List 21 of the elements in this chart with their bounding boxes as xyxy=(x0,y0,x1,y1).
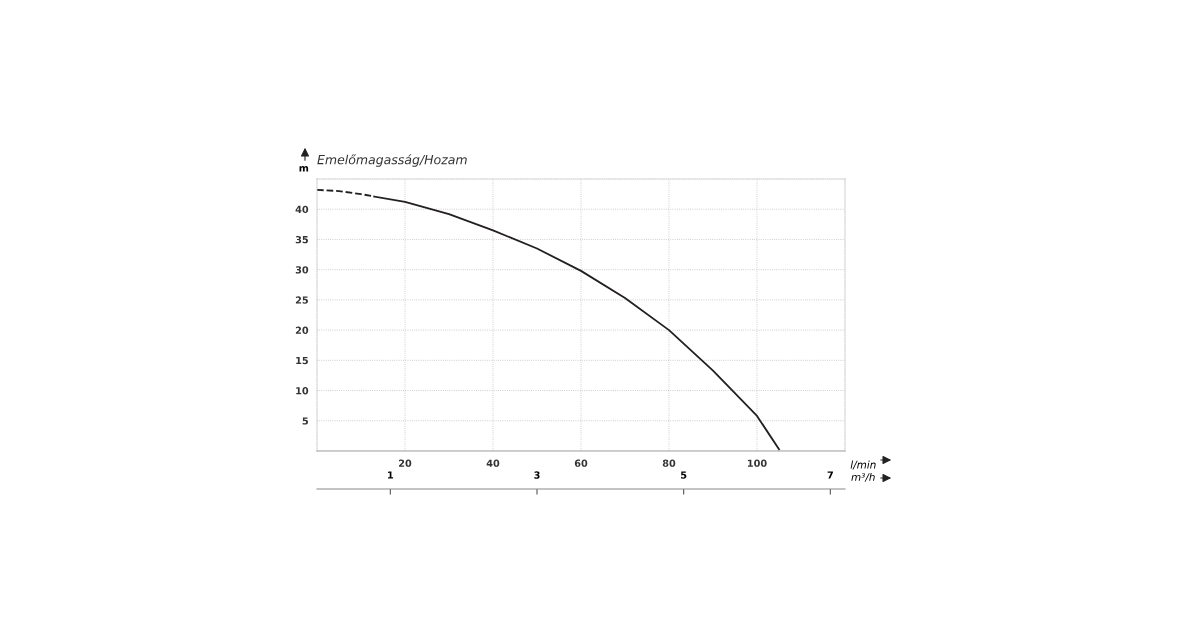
x-tick-label: 100 xyxy=(747,459,767,467)
x-tick-label: 20 xyxy=(399,459,412,467)
x-axis-title: l/min xyxy=(850,460,876,470)
chart-title: Emelőmagasság/Hozam xyxy=(317,154,467,167)
x2-tick-label: 1 xyxy=(388,471,394,479)
x2-tick-label: 7 xyxy=(827,471,833,479)
y-tick-label: 20 xyxy=(295,326,309,334)
y-tick-label: 30 xyxy=(295,266,309,274)
x-tick-label: 40 xyxy=(486,459,500,467)
y-tick-label: 5 xyxy=(302,417,308,425)
y-tick-label: 10 xyxy=(296,387,309,395)
y-axis-title: m xyxy=(299,166,309,172)
x2-axis-title: m³/h xyxy=(851,472,875,482)
y-tick-label: 25 xyxy=(295,296,308,304)
y-tick-label: 40 xyxy=(295,205,309,214)
y-tick-label: 15 xyxy=(296,356,308,365)
x-tick-label: 80 xyxy=(662,459,676,467)
x2-tick-label: 3 xyxy=(534,471,540,479)
y-tick-label: 35 xyxy=(295,235,308,244)
x2-tick-label: 5 xyxy=(681,471,687,479)
x-tick-label: 60 xyxy=(574,459,588,467)
